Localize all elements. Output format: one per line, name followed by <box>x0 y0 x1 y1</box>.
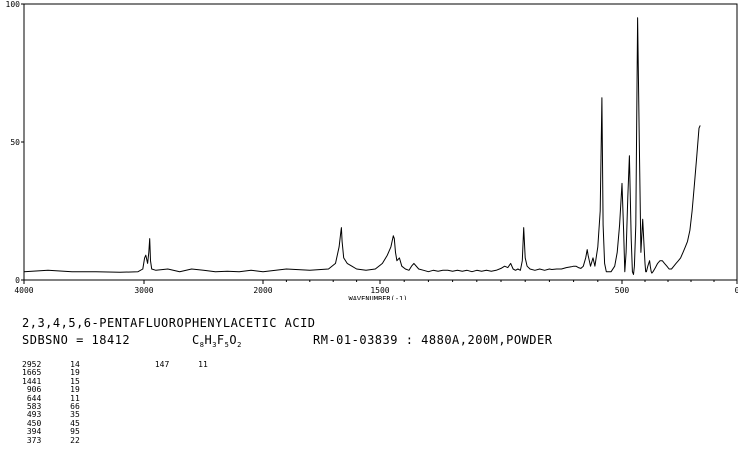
formula-subscript: 5 <box>224 341 230 349</box>
peak-row: 1441 15 <box>22 376 80 386</box>
peak-wavenumber: 450 <box>22 418 42 428</box>
peak-wavenumber: 493 <box>22 410 42 420</box>
x-tick-label: 4000 <box>14 286 33 295</box>
formula-subscript: 8 <box>199 341 205 349</box>
peak-row: 373 22 <box>22 435 80 445</box>
formula-element: C <box>192 333 200 347</box>
peak-wavenumber: 394 <box>22 427 42 437</box>
peak-wavenumber: 1441 <box>22 376 42 386</box>
peak-table-secondary: 147 11 <box>150 360 208 369</box>
peak-row: 2952 14 <box>22 360 80 369</box>
sdbs-number: SDBSNO = 18412 <box>22 333 131 347</box>
peak-intensity: 11 <box>41 393 80 403</box>
y-tick-label: 0 <box>15 276 20 285</box>
peak-intensity: 22 <box>41 435 80 445</box>
peak-row: 1665 19 <box>22 369 80 377</box>
peak-intensity: 66 <box>41 402 80 412</box>
peak-wavenumber: 2952 <box>22 360 42 369</box>
peak-intensity: 45 <box>41 418 80 428</box>
peak-wavenumber: 1665 <box>22 368 42 378</box>
x-tick-label: 2000 <box>253 286 272 295</box>
peak-wavenumber: 373 <box>22 435 42 445</box>
peak-intensity: 15 <box>41 376 80 386</box>
x-tick-label: 0 <box>735 286 738 295</box>
spectrum-line <box>23 17 701 275</box>
peak-row: 147 11 <box>150 360 208 369</box>
peak-intensity: 35 <box>41 410 80 420</box>
plot-border <box>23 3 738 281</box>
peak-row: 906 19 <box>22 386 80 394</box>
formula-subscript: 3 <box>212 341 217 349</box>
peak-intensity: 19 <box>41 368 80 378</box>
peak-row: 583 66 <box>22 402 80 412</box>
peak-wavenumber: 906 <box>22 385 42 395</box>
peak-intensity: 11 <box>169 360 208 369</box>
formula-element: F <box>216 333 225 347</box>
peak-row: 644 11 <box>22 393 80 403</box>
peak-wavenumber: 644 <box>22 393 42 403</box>
y-tick-label: 50 <box>10 138 20 147</box>
y-tick-label: 100 <box>6 0 21 9</box>
x-tick-label: 1500 <box>370 286 389 295</box>
spectrum-series <box>23 17 701 275</box>
formula-element: H <box>204 333 213 347</box>
x-axis-label: WAVENUMBER(-1) <box>348 295 407 300</box>
peak-row: 394 95 <box>22 428 80 436</box>
compound-name: 2,3,4,5,6-PENTAFLUOROPHENYLACETIC ACID <box>22 316 316 330</box>
peak-intensity: 19 <box>41 385 80 395</box>
formula-element: O <box>229 333 238 347</box>
peak-intensity: 14 <box>41 360 80 369</box>
peak-intensity: 95 <box>41 427 80 437</box>
peak-table: 2952 14 1665 19 1441 15 906 19 644 11 583 … <box>22 360 80 445</box>
molecular-formula: C8H3F5O2 <box>192 333 242 349</box>
plot-frame <box>23 3 738 281</box>
peak-row: 450 45 <box>22 418 80 428</box>
peak-wavenumber: 147 <box>150 360 170 369</box>
measurement-info: RM-01-03839 : 4880A,200M,POWDER <box>313 333 553 347</box>
x-tick-label: 500 <box>615 286 630 295</box>
peak-wavenumber: 583 <box>22 402 42 412</box>
x-tick-label: 3000 <box>134 286 153 295</box>
peak-row: 493 35 <box>22 411 80 419</box>
formula-subscript: 2 <box>237 341 242 349</box>
